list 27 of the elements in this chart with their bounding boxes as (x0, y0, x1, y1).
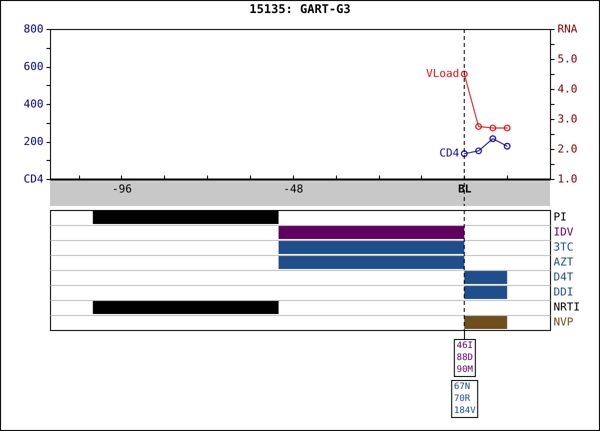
chart-title: 15135: GART-G3 (249, 2, 351, 16)
y-tick-label: 400 (24, 98, 44, 110)
y2-tick-label: RNA (558, 22, 578, 36)
y2-tick-label: 2.0 (558, 142, 578, 156)
series-label: CD4 (439, 146, 460, 160)
x-tick-label: -96 (112, 182, 132, 196)
series-label: VLoad (426, 67, 460, 80)
y-tick-label: 600 (24, 60, 44, 73)
text: 67N 70R 184V (450, 380, 479, 418)
x-tick-label: -48 (283, 182, 304, 196)
y-tick-label: 800 (24, 22, 44, 36)
y-tick-label: CD4 (24, 172, 44, 186)
y2-tick-label: 1.0 (558, 172, 578, 186)
y-tick-label: NVP (554, 316, 574, 328)
y-tick-label: PI (554, 210, 567, 224)
text: 46I 88D 90M (454, 339, 476, 377)
y-tick-label: 200 (24, 135, 44, 148)
y2-tick-label: 3.0 (558, 112, 578, 126)
y-tick-label: 3TC (554, 240, 574, 254)
y-tick-label: IDV (554, 226, 574, 238)
x-tick-label: BL (458, 182, 472, 196)
y-tick-label: D4T (554, 270, 574, 284)
y-tick-label: NRTI (554, 300, 580, 314)
y-tick-label: AZT (554, 256, 574, 268)
y2-tick-label: 4.0 (558, 82, 578, 96)
y2-tick-label: 5.0 (558, 52, 578, 66)
y-tick-label: DDI (554, 286, 574, 298)
